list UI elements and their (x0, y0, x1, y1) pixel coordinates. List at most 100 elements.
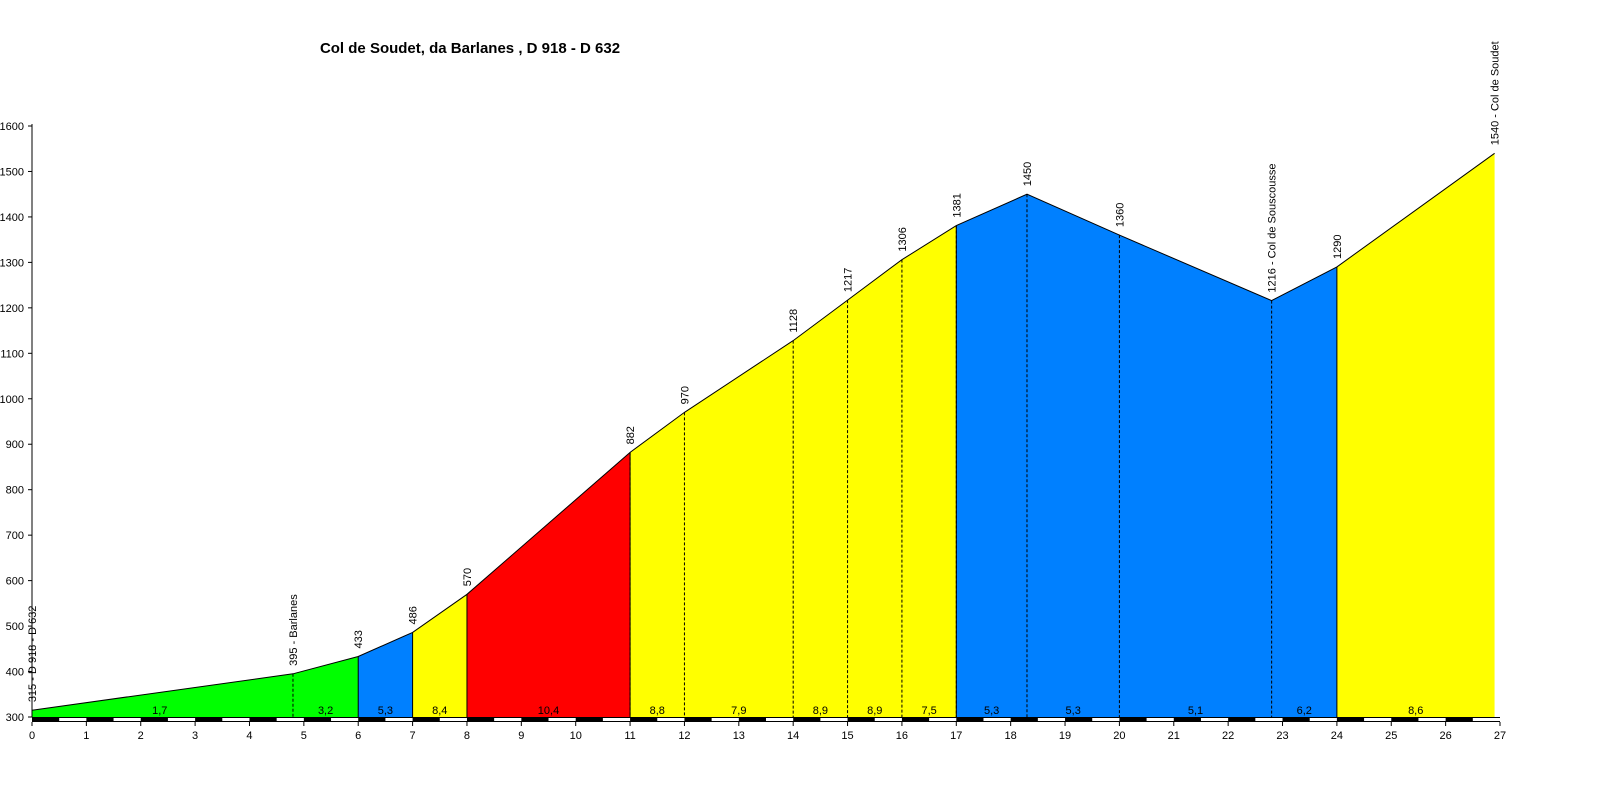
gradient-label: 7,9 (731, 705, 746, 717)
distance-bar-white-3 (222, 718, 250, 721)
axes: 3004005006007008009001000110012001300140… (0, 121, 1506, 742)
y-tick-label: 500 (6, 621, 24, 633)
distance-bar-white-4 (276, 718, 304, 721)
distance-bar-white-5 (331, 718, 359, 721)
point-label: 1217 (843, 268, 855, 292)
point-label: 486 (408, 606, 420, 624)
distance-bar-white-21 (1200, 718, 1229, 721)
gradient-label: 8,9 (867, 705, 882, 717)
distance-bar-white-14 (820, 718, 848, 721)
divider-lines (292, 194, 1338, 717)
y-tick-label: 1100 (0, 348, 24, 360)
distance-bar-white-25 (1418, 718, 1446, 721)
x-tick-label: 23 (1276, 730, 1288, 742)
segment-area-0 (32, 656, 359, 717)
point-label: 1360 (1114, 203, 1126, 227)
distance-bar-white-24 (1364, 718, 1392, 721)
gradient-label: 5,3 (1066, 705, 1081, 717)
distance-bar-white-1 (113, 718, 141, 721)
x-tick-label: 11 (624, 730, 635, 742)
x-tick-label: 3 (192, 730, 198, 742)
x-tick-label: 1 (83, 730, 89, 742)
y-tick-label: 600 (6, 576, 24, 588)
distance-bar-white-7 (439, 718, 467, 721)
distance-bar-white-11 (657, 718, 685, 721)
chart-title: Col de Soudet, da Barlanes , D 918 - D 6… (320, 40, 620, 57)
gradient-label: 10,4 (538, 705, 559, 717)
x-tick-label: 8 (464, 730, 470, 742)
point-label: 882 (625, 426, 637, 444)
distance-bar-white-9 (548, 718, 576, 721)
y-tick-label: 1400 (0, 212, 24, 224)
segment-area-3 (466, 452, 631, 717)
x-tick-label: 0 (29, 730, 35, 742)
x-tick-label: 9 (518, 730, 524, 742)
distance-bar-white-19 (1092, 718, 1120, 721)
x-tick-label: 26 (1440, 730, 1452, 742)
gradient-label: 5,3 (378, 705, 393, 717)
x-tick-label: 25 (1385, 730, 1397, 742)
x-tick-label: 20 (1113, 730, 1125, 742)
distance-bar-white-12 (711, 718, 739, 721)
y-tick-label: 300 (6, 712, 24, 724)
x-tick-label: 2 (138, 730, 144, 742)
x-tick-label: 27 (1494, 730, 1506, 742)
y-tick-label: 700 (6, 530, 24, 542)
x-tick-label: 13 (733, 730, 745, 742)
y-tick-label: 1600 (0, 121, 24, 133)
distance-bar-white-10 (602, 718, 631, 721)
distance-bar-white-20 (1146, 718, 1174, 721)
x-tick-label: 19 (1059, 730, 1071, 742)
x-tick-label: 21 (1168, 730, 1180, 742)
distance-bar-white-13 (766, 718, 794, 721)
y-tick-label: 400 (6, 667, 24, 679)
distance-bar-white-23 (1309, 718, 1337, 721)
x-tick-label: 17 (950, 730, 962, 742)
x-tick-label: 10 (570, 730, 582, 742)
segment-area-1 (358, 632, 413, 717)
point-label: 1381 (951, 193, 963, 217)
distance-bar-white-18 (1037, 718, 1066, 721)
distance-bar-white-17 (983, 718, 1011, 721)
gradient-label: 8,9 (813, 705, 828, 717)
gradient-label: 5,1 (1188, 705, 1203, 717)
y-tick-label: 800 (6, 485, 24, 497)
point-label: 315 - D 918 - D 632 (27, 606, 39, 703)
gradient-label: 3,2 (318, 705, 333, 717)
point-label: 433 (353, 630, 365, 648)
x-tick-label: 16 (896, 730, 908, 742)
x-tick-label: 24 (1331, 730, 1343, 742)
segment-area-5 (956, 194, 1337, 717)
distance-bar-white-6 (385, 718, 413, 721)
point-label: 570 (462, 568, 474, 586)
x-tick-label: 12 (678, 730, 690, 742)
x-tick-label: 7 (410, 730, 416, 742)
point-labels: 315 - D 918 - D 632 395 - Barlanes 433 486 5… (27, 41, 1502, 702)
gradient-label: 5,3 (984, 705, 999, 717)
gradient-label: 8,8 (650, 705, 665, 717)
gradient-label: 8,6 (1408, 705, 1423, 717)
y-tick-label: 1300 (0, 257, 24, 269)
point-label: 1540 - Col de Soudet (1490, 41, 1502, 145)
y-tick-label: 900 (6, 439, 24, 451)
gradient-label: 8,4 (432, 705, 447, 717)
gradient-labels: 1,7 3,2 5,3 8,4 10,4 8,8 7,9 8,9 8,9 7,5 5,3 5,3 5,1… (152, 705, 1423, 717)
point-label: 1450 (1022, 162, 1034, 186)
distance-bar-white-0 (59, 718, 87, 721)
x-tick-label: 18 (1005, 730, 1017, 742)
y-tick-label: 1500 (0, 166, 24, 178)
point-label: 1216 - Col de Souscousse (1267, 164, 1279, 293)
distance-bar-white-22 (1255, 718, 1283, 721)
y-tick-label: 1000 (0, 394, 24, 406)
distance-bar-white-8 (494, 718, 522, 721)
y-tick-label: 1200 (0, 303, 24, 315)
distance-bar-white-15 (874, 718, 902, 721)
segment-area-2 (412, 594, 467, 717)
x-tick-label: 5 (301, 730, 307, 742)
point-label: 1128 (788, 309, 800, 333)
gradient-label: 1,7 (152, 705, 167, 717)
distance-bar-white-16 (929, 718, 957, 721)
point-label: 1306 (897, 227, 909, 251)
gradient-label: 6,2 (1297, 705, 1312, 717)
